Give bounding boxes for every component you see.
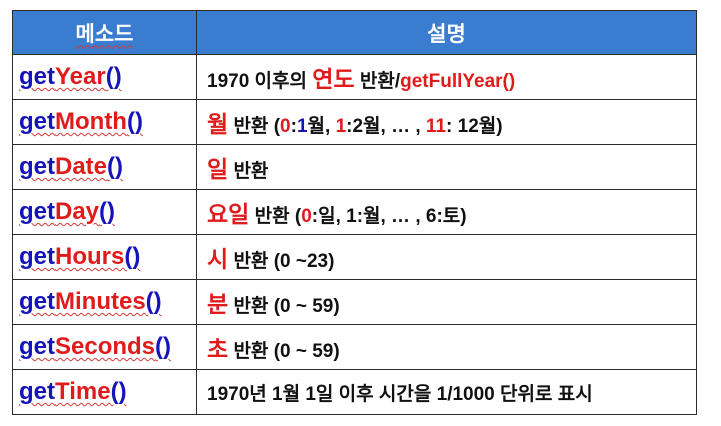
- method-suffix: (): [124, 243, 141, 270]
- header-description-label: 설명: [427, 22, 466, 46]
- description-cell: 시 반환 (0 ~23): [196, 234, 697, 280]
- description-segment: 반환 (0 ~23): [228, 251, 335, 272]
- description-segment: 0: [301, 206, 312, 227]
- method-cell: getTime(): [12, 369, 197, 415]
- description-segment: 일: [207, 156, 229, 182]
- table-row: getTime() 1970년 1월 1일 이후 시간을 1/1000 단위로 표…: [12, 369, 697, 415]
- header-method: 메소드: [12, 10, 197, 55]
- description-segment: 1970 이후의: [207, 71, 313, 92]
- method-prefix: get: [19, 243, 55, 270]
- description-segment: 반환 (0 ~ 59): [228, 341, 340, 362]
- method-name: Day: [55, 198, 100, 225]
- description-cell: 분 반환 (0 ~ 59): [196, 279, 697, 325]
- method-suffix: (): [105, 63, 122, 90]
- header-row: 메소드 설명: [12, 10, 697, 55]
- method-prefix: get: [19, 333, 55, 360]
- description-segment: 월,: [307, 116, 336, 137]
- description-cell: 1970년 1월 1일 이후 시간을 1/1000 단위로 표시: [196, 369, 697, 415]
- description-segment: 반환 (: [249, 206, 302, 227]
- description-segment: 11: [425, 116, 447, 137]
- method-suffix: (): [155, 333, 172, 360]
- description-segment: 월: [207, 111, 229, 137]
- description-segment: 1: [335, 116, 347, 137]
- description-segment: : 12월): [446, 116, 503, 137]
- table-row: getDay() 요일 반환 (0:일, 1:월, … , 6:토): [12, 189, 697, 235]
- description-segment: 요일: [207, 201, 250, 227]
- table-row: getDate() 일 반환: [12, 144, 697, 190]
- table-container: 메소드 설명 getYear() 1970 이후의 연도 반환/getFullYe…: [12, 10, 697, 415]
- method-name: Seconds: [55, 333, 156, 360]
- method-prefix: get: [19, 63, 55, 90]
- table-row: getYear() 1970 이후의 연도 반환/getFullYear(): [12, 54, 697, 100]
- method-suffix: (): [110, 378, 127, 405]
- method-cell: getMinutes(): [12, 279, 197, 325]
- description-segment: 분: [207, 291, 229, 317]
- description-segment: 반환 (0 ~ 59): [228, 296, 340, 317]
- method-name: Year: [55, 63, 106, 90]
- description-segment: getFullYear(): [400, 71, 516, 92]
- method-suffix: (): [99, 198, 116, 225]
- method-prefix: get: [19, 198, 55, 225]
- description-segment: 1: [296, 116, 308, 137]
- method-suffix: (): [145, 288, 162, 315]
- description-cell: 초 반환 (0 ~ 59): [196, 324, 697, 370]
- method-prefix: get: [19, 288, 55, 315]
- table-row: getHours() 시 반환 (0 ~23): [12, 234, 697, 280]
- method-name: Time: [55, 378, 111, 405]
- description-cell: 요일 반환 (0:일, 1:월, … , 6:토): [196, 189, 697, 235]
- description-cell: 1970 이후의 연도 반환/getFullYear(): [196, 54, 697, 100]
- description-segment: :: [290, 116, 297, 137]
- method-cell: getSeconds(): [12, 324, 197, 370]
- method-prefix: get: [19, 108, 55, 135]
- description-segment: 반환/: [354, 71, 401, 92]
- method-suffix: (): [107, 153, 124, 180]
- header-description: 설명: [196, 10, 697, 55]
- description-segment: 반환 (: [228, 116, 281, 137]
- description-segment: 연도: [312, 66, 355, 92]
- method-cell: getHours(): [12, 234, 197, 280]
- description-segment: 초: [207, 336, 229, 362]
- description-segment: :일, 1:월, … , 6:토): [311, 206, 467, 227]
- description-segment: :2월, … ,: [346, 116, 426, 137]
- description-segment: 시: [207, 246, 229, 272]
- date-methods-table: 메소드 설명 getYear() 1970 이후의 연도 반환/getFullYe…: [12, 10, 697, 415]
- method-suffix: (): [126, 108, 143, 135]
- table-row: getMinutes() 분 반환 (0 ~ 59): [12, 279, 697, 325]
- method-prefix: get: [19, 378, 55, 405]
- description-cell: 월 반환 (0:1월, 1:2월, … , 11: 12월): [196, 99, 697, 145]
- description-cell: 일 반환: [196, 144, 697, 190]
- method-name: Date: [55, 153, 108, 180]
- method-name: Month: [55, 108, 127, 135]
- method-cell: getDate(): [12, 144, 197, 190]
- method-cell: getMonth(): [12, 99, 197, 145]
- method-prefix: get: [19, 153, 55, 180]
- method-cell: getDay(): [12, 189, 197, 235]
- method-name: Hours: [55, 243, 125, 270]
- method-name: Minutes: [55, 288, 146, 315]
- method-cell: getYear(): [12, 54, 197, 100]
- description-segment: 0: [280, 116, 291, 137]
- table-row: getMonth() 월 반환 (0:1월, 1:2월, … , 11: 12월): [12, 99, 697, 145]
- description-segment: 반환: [228, 161, 269, 182]
- header-method-label: 메소드: [75, 22, 134, 46]
- table-row: getSeconds() 초 반환 (0 ~ 59): [12, 324, 697, 370]
- description-segment: 1970년 1월 1일 이후 시간을 1/1000 단위로 표시: [207, 383, 593, 405]
